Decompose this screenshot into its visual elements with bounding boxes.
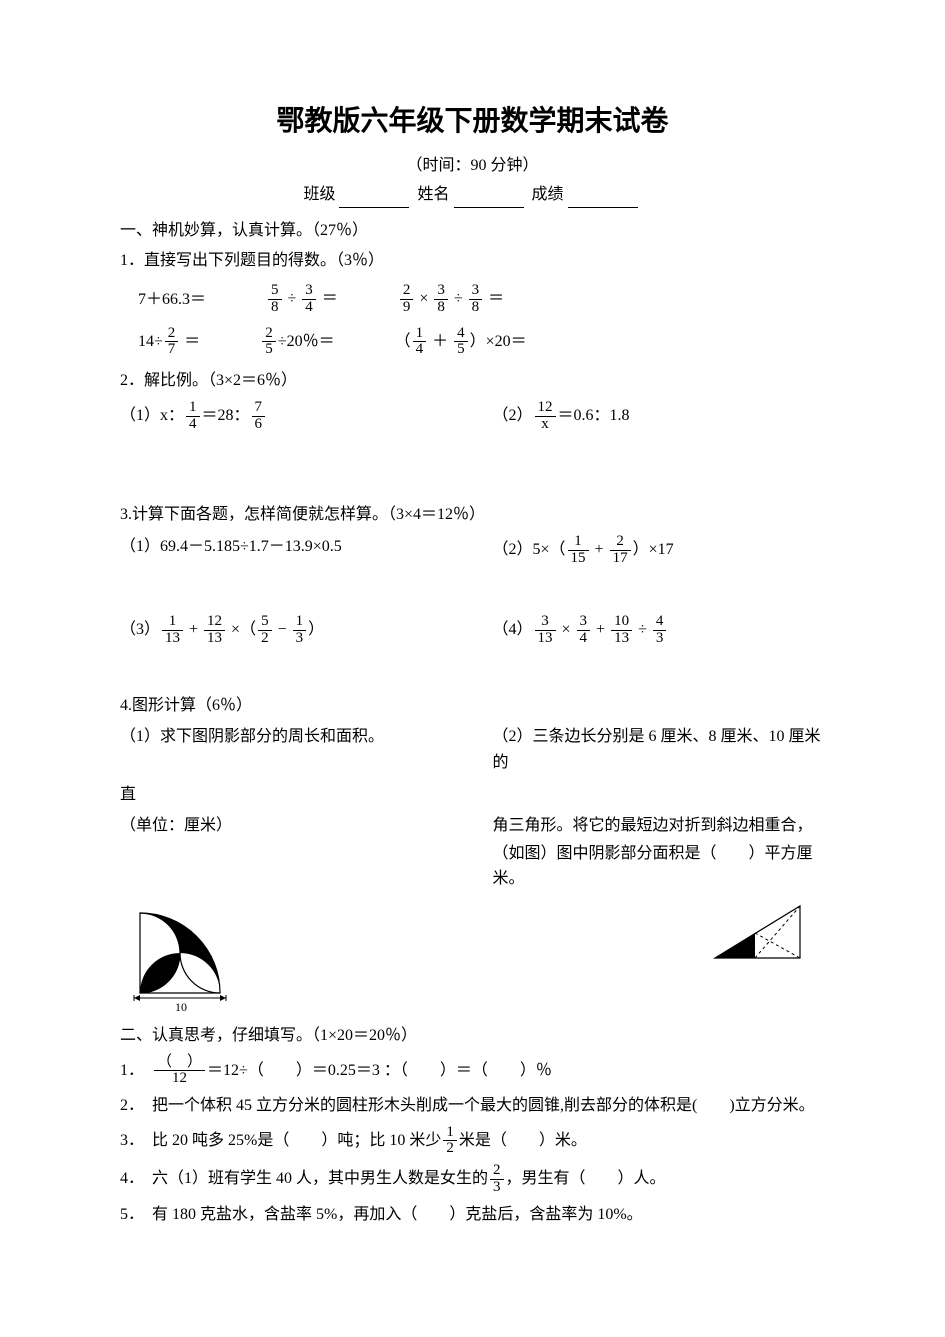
- section2-head: 二、认真思考，仔细填写。（1×20＝20％）: [120, 1023, 825, 1049]
- score-label: 成绩: [532, 186, 564, 203]
- q4-p2c: 角三角形。将它的最短边对折到斜边相重合，: [453, 813, 826, 839]
- expr-2b: 25÷20％＝: [260, 326, 334, 359]
- calc3-row1: （1）69.4－5.185÷1.7－13.9×0.5 （2）5×（115 + 2…: [120, 534, 825, 567]
- exam-time: （时间：90 分钟）: [120, 153, 825, 179]
- prop-1: （1）x：14＝28：76: [120, 400, 453, 433]
- s1q1-head: 1．直接写出下列题目的得数。（3％）: [120, 248, 825, 274]
- q4-p1: （1）求下图阴影部分的周长和面积。: [120, 724, 453, 775]
- figures-row: 10: [120, 898, 825, 1013]
- q4-line3: （如图）图中阴影部分面积是（ ）平方厘米。: [120, 841, 825, 892]
- section1-head: 一、神机妙算，认真计算。（27％）: [120, 218, 825, 244]
- q4-p2a: （2）三条边长分别是 6 厘米、8 厘米、10 厘米的: [453, 724, 826, 775]
- expr-1c: 29 × 38 ÷ 38 ＝: [398, 283, 504, 316]
- prop-2: （2）12x＝0.6：1.8: [453, 400, 826, 433]
- exam-title: 鄂教版六年级下册数学期末试卷: [120, 100, 825, 145]
- shaded-arcs-icon: 10: [120, 898, 250, 1013]
- header-line: 班级 姓名 成绩: [120, 182, 825, 208]
- expr-2a: 14÷27 ＝: [138, 326, 200, 359]
- s2-q1: 1． （ ）12＝12÷（ ）＝0.25＝3 ：（ ）＝（ ）％: [120, 1055, 825, 1088]
- s1q3-head: 3.计算下面各题，怎样简便就怎样算。（3×4＝12％）: [120, 502, 825, 528]
- fig1-label: 10: [175, 1000, 187, 1013]
- calc3-1: （1）69.4－5.185÷1.7－13.9×0.5: [120, 534, 453, 567]
- calc-row-1: 7＋66.3＝ 58 ÷ 34 ＝ 29 × 38 ÷ 38 ＝: [138, 283, 825, 316]
- s2-q4: 4． 六（1）班有学生 40 人，其中男生人数是女生的23，男生有（ ）人。: [120, 1163, 825, 1196]
- folded-triangle-icon: [705, 898, 815, 968]
- expr-1b: 58 ÷ 34 ＝: [266, 283, 338, 316]
- class-label: 班级: [303, 186, 335, 203]
- calc3-row2: （3）113 + 1213 ×（52 − 13） （4）313 × 34 + 1…: [120, 614, 825, 647]
- workspace-1: [120, 438, 825, 498]
- figure-1: 10: [120, 898, 270, 1013]
- s1q2-head: 2．解比例。（3×2＝6％）: [120, 368, 825, 394]
- s2-q2: 2． 把一个体积 45 立方分米的圆柱形木头削成一个最大的圆锥,削去部分的体积是…: [120, 1093, 825, 1119]
- calc3-2: （2）5×（115 + 217）×17: [453, 534, 826, 567]
- proportion-row: （1）x：14＝28：76 （2）12x＝0.6：1.8: [120, 400, 825, 433]
- workspace-2: [120, 572, 825, 608]
- calc3-4: （4）313 × 34 + 1013 ÷ 43: [453, 614, 826, 647]
- q4-unit: （单位：厘米）: [120, 813, 453, 839]
- workspace-3: [120, 653, 825, 689]
- q4-line2: （单位：厘米） 角三角形。将它的最短边对折到斜边相重合，: [120, 813, 825, 839]
- calc-row-2: 14÷27 ＝ 25÷20％＝ （14 ＋ 45）×20＝: [138, 326, 825, 359]
- s2-q5: 5． 有 180 克盐水，含盐率 5%，再加入（ ）克盐后，含盐率为 10%。: [120, 1202, 825, 1228]
- s1q4-head: 4.图形计算（6％）: [120, 693, 825, 719]
- calc3-3: （3）113 + 1213 ×（52 − 13）: [120, 614, 453, 647]
- name-label: 姓名: [417, 186, 449, 203]
- score-blank: [568, 189, 638, 208]
- s2-q3: 3． 比 20 吨多 25%是（ ）吨；比 10 米少12米是（ ）米。: [120, 1125, 825, 1158]
- figure-2: [705, 898, 825, 968]
- q4-p2b: 直: [120, 782, 825, 808]
- q4-p2d: （如图）图中阴影部分面积是（ ）平方厘米。: [453, 841, 826, 892]
- expr-1a: 7＋66.3＝: [138, 287, 206, 313]
- q4-line1: （1）求下图阴影部分的周长和面积。 （2）三条边长分别是 6 厘米、8 厘米、1…: [120, 724, 825, 775]
- class-blank: [339, 189, 409, 208]
- expr-2c: （14 ＋ 45）×20＝: [395, 326, 527, 359]
- name-blank: [454, 189, 524, 208]
